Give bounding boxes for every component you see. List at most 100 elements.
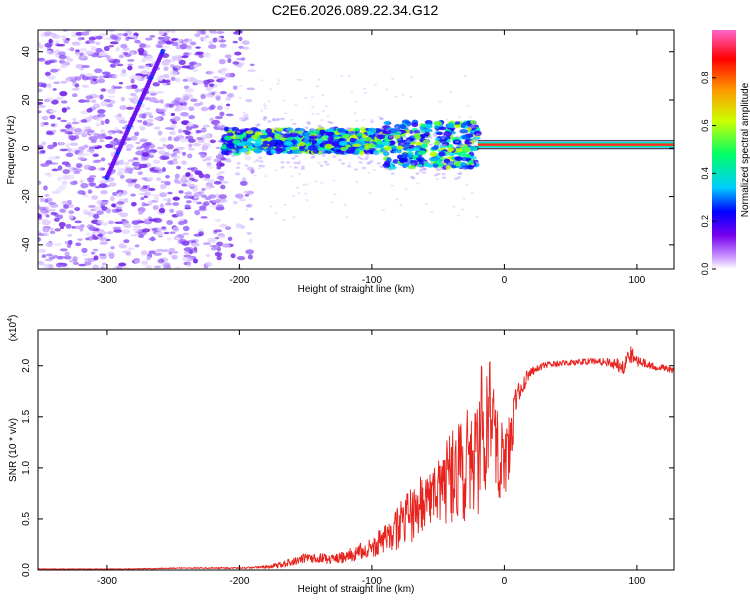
noise-blob xyxy=(116,203,124,208)
noise-blob xyxy=(77,238,83,241)
noise-blob xyxy=(221,243,230,248)
noise-blob xyxy=(141,228,151,233)
noise-blob xyxy=(130,135,138,141)
noise-blob xyxy=(107,131,114,136)
band-blob xyxy=(338,140,348,146)
noise-blob xyxy=(91,75,99,80)
noise-blob xyxy=(130,233,139,237)
band-halo xyxy=(439,167,444,171)
noise-blob xyxy=(46,50,51,53)
noise-blob xyxy=(188,114,195,120)
band-halo xyxy=(406,161,411,164)
band-halo xyxy=(415,128,420,132)
band-halo xyxy=(437,143,442,146)
spectrogram-x-tick-label: -300 xyxy=(97,275,117,286)
noise-blob xyxy=(205,92,213,98)
noise-blob xyxy=(206,86,212,92)
band-blob xyxy=(319,142,326,148)
noise-blob xyxy=(212,37,218,43)
band-halo xyxy=(244,117,249,121)
noise-blob xyxy=(113,229,123,233)
sparse-point xyxy=(430,210,434,213)
snr-series-line xyxy=(38,346,674,570)
sparse-point xyxy=(257,167,261,170)
band-blob xyxy=(223,126,230,132)
band-blob xyxy=(314,142,320,148)
noise-blob xyxy=(43,219,51,225)
band-halo xyxy=(308,128,313,132)
noise-blob xyxy=(138,51,144,56)
band-blob xyxy=(436,131,444,136)
snr-y-scale-base: (x10 xyxy=(8,321,19,341)
band-halo xyxy=(319,126,324,129)
sparse-point xyxy=(465,183,469,186)
noise-blob xyxy=(186,262,192,268)
noise-blob xyxy=(225,103,231,107)
noise-blob xyxy=(115,265,123,269)
noise-blob xyxy=(42,227,50,233)
band-halo xyxy=(255,159,260,162)
noise-blob xyxy=(58,142,64,146)
band-blob xyxy=(337,128,346,133)
noise-blob xyxy=(84,99,90,103)
noise-blob xyxy=(60,64,68,69)
band-blob xyxy=(351,134,358,138)
noise-blob xyxy=(86,148,95,152)
noise-blob xyxy=(174,65,180,69)
band-halo xyxy=(236,166,241,169)
noise-blob xyxy=(163,152,170,157)
noise-blob xyxy=(61,107,67,113)
noise-blob xyxy=(208,106,214,111)
band-halo xyxy=(398,131,403,134)
band-blob xyxy=(437,126,447,131)
noise-blob xyxy=(172,155,181,159)
band-halo xyxy=(243,150,248,153)
band-blob xyxy=(324,131,333,135)
band-blob xyxy=(383,120,391,126)
spectrogram-x-tick-label: 100 xyxy=(629,275,646,286)
band-halo xyxy=(286,161,291,164)
sparse-point xyxy=(311,113,315,116)
noise-blob xyxy=(59,248,68,252)
band-blob xyxy=(429,151,437,157)
band-halo xyxy=(380,127,385,130)
snr-marks xyxy=(38,346,674,570)
sparse-point xyxy=(468,116,472,119)
sparse-point xyxy=(464,75,468,78)
band-halo xyxy=(388,135,393,138)
sparse-point xyxy=(311,106,315,109)
noise-blob xyxy=(119,131,124,134)
band-halo xyxy=(255,124,260,127)
noise-blob xyxy=(127,85,132,89)
noise-blob xyxy=(208,44,217,50)
band-blob xyxy=(413,132,422,139)
noise-blob xyxy=(125,178,135,184)
noise-blob xyxy=(205,254,211,258)
band-halo xyxy=(323,160,328,164)
noise-blob xyxy=(38,101,44,105)
sparse-point xyxy=(294,103,298,106)
noise-blob xyxy=(74,135,80,140)
band-halo xyxy=(293,161,298,165)
sparse-point xyxy=(284,112,288,115)
noise-blob xyxy=(51,34,61,40)
noise-blob xyxy=(58,221,66,228)
noise-blob xyxy=(141,113,147,119)
spectrogram-y-tick-label: 0 xyxy=(21,145,32,151)
band-blob xyxy=(298,146,305,152)
noise-blob xyxy=(92,264,99,269)
noise-blob xyxy=(106,231,114,235)
noise-blob xyxy=(219,43,227,48)
noise-blob xyxy=(97,145,102,149)
noise-blob xyxy=(45,241,54,248)
band-halo xyxy=(321,154,326,157)
band-halo xyxy=(411,162,416,166)
band-blob xyxy=(354,149,360,156)
noise-blob xyxy=(129,92,137,97)
sparse-point xyxy=(305,183,309,186)
noise-blob xyxy=(43,98,51,103)
noise-blob xyxy=(127,97,135,100)
sparse-point xyxy=(290,175,294,178)
noise-blob xyxy=(178,99,187,103)
noise-blob xyxy=(242,113,249,117)
